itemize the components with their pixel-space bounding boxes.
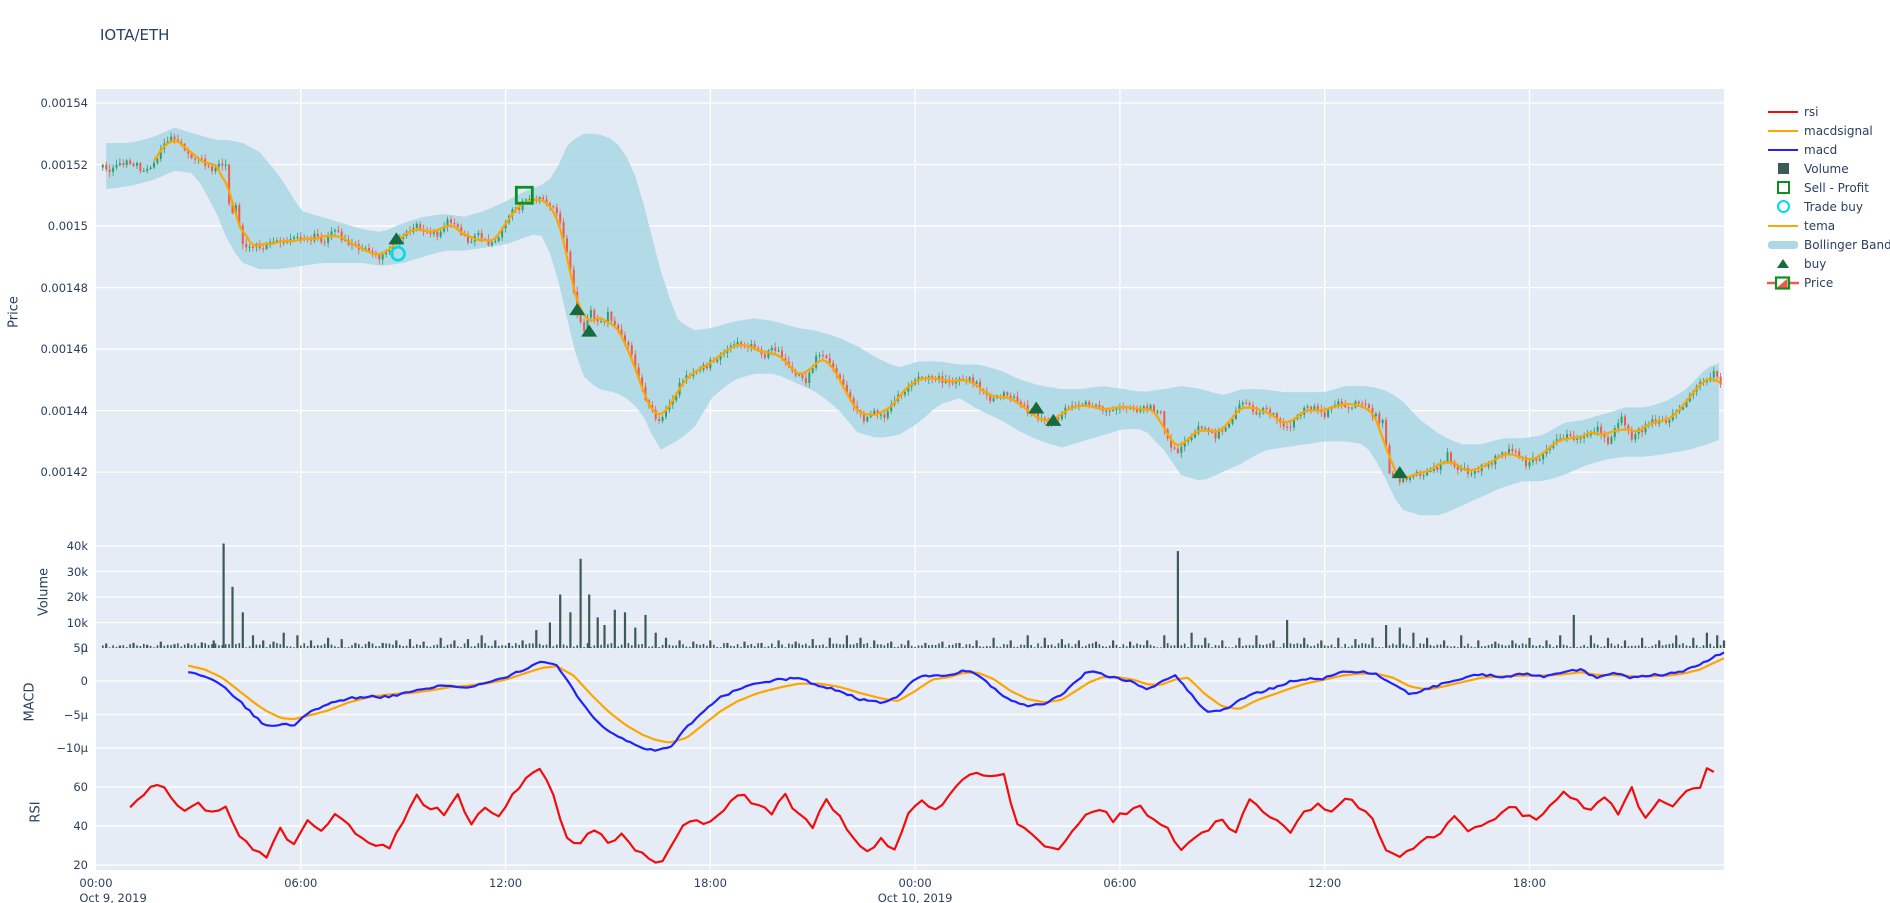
legend-item-label: tema <box>1804 218 1836 233</box>
legend-item-price[interactable]: Price <box>1766 273 1890 292</box>
line-legend-icon <box>1766 148 1800 151</box>
volume-tick-label: 40k <box>66 539 88 553</box>
tema-line <box>153 139 1722 479</box>
legend-item-trade-buy[interactable]: Trade buy <box>1766 197 1890 216</box>
macd-line <box>188 651 1725 752</box>
line-legend-icon <box>1766 224 1800 227</box>
x-tick-label: 18:00 <box>1512 876 1547 890</box>
price-tick-label: 0.00152 <box>40 157 88 172</box>
band-legend-icon <box>1766 240 1800 249</box>
volume-tick-label: 20k <box>66 590 88 604</box>
legend-item-label: buy <box>1804 256 1827 271</box>
triangle-legend-icon <box>1766 259 1800 268</box>
legend-item-rsi[interactable]: rsi <box>1766 102 1890 121</box>
x-tick-label: 00:00 <box>898 876 932 890</box>
page-title: IOTA/ETH <box>100 26 170 44</box>
legend-item-sell-profit[interactable]: Sell - Profit <box>1766 178 1890 197</box>
legend-item-label: macd <box>1804 142 1838 157</box>
legend-item-label: Volume <box>1804 161 1849 176</box>
rsi-tick-label: 60 <box>73 780 88 794</box>
legend-item-label: rsi <box>1804 104 1819 119</box>
x-tick-label: 06:00 <box>1103 876 1137 890</box>
legend: rsi macdsignal macd Volume Sell - Profit Trad… <box>1766 102 1890 292</box>
x-tick-label: 12:00 <box>488 876 523 890</box>
legend-item-label: macdsignal <box>1804 123 1873 138</box>
x-tick-label: 06:00 <box>284 876 318 890</box>
legend-item-tema[interactable]: tema <box>1766 216 1890 235</box>
price-tick-label: 0.00144 <box>40 403 88 418</box>
legend-item-label: Sell - Profit <box>1804 180 1869 195</box>
price-tick-label: 0.00154 <box>40 96 88 110</box>
x-tick-label: 12:00 <box>1308 876 1342 890</box>
volume-tick-label: 30k <box>66 564 88 579</box>
legend-item-volume[interactable]: Volume <box>1766 159 1890 178</box>
legend-item-label: Bollinger Band <box>1804 237 1890 252</box>
square-open-legend-icon <box>1766 181 1800 194</box>
macd-tick-label: 5μ <box>73 640 88 655</box>
legend-item-label: Trade buy <box>1804 199 1863 214</box>
x-tick-label: 00:00 <box>79 876 113 890</box>
legend-item-macdsignal[interactable]: macdsignal <box>1766 121 1890 140</box>
line-legend-icon <box>1766 110 1800 113</box>
volume-tick-label: 10k <box>66 615 88 630</box>
legend-item-buy[interactable]: buy <box>1766 254 1890 273</box>
buy-markers <box>388 232 1408 479</box>
line-legend-icon <box>1766 129 1800 132</box>
rsi-line <box>129 767 1715 864</box>
price-tick-label: 0.00142 <box>40 465 88 480</box>
x-date-label: Oct 10, 2019 <box>877 891 953 903</box>
macd-tick-label: −5μ <box>63 707 88 722</box>
circle-open-legend-icon <box>1766 200 1800 213</box>
candle-legend-icon <box>1766 275 1800 291</box>
rsi-tick-label: 40 <box>73 819 88 834</box>
legend-item-macd[interactable]: macd <box>1766 140 1890 159</box>
volume-bars <box>102 543 1726 649</box>
macd-tick-label: −10μ <box>56 741 88 755</box>
sell-profit-marker <box>514 185 534 205</box>
macdsignal-line <box>187 657 1725 744</box>
price-tick-label: 0.0015 <box>47 219 88 234</box>
legend-item-bollinger-band[interactable]: Bollinger Band <box>1766 235 1890 254</box>
square-legend-icon <box>1766 163 1800 174</box>
x-tick-label: 18:00 <box>693 876 727 890</box>
x-date-label: Oct 9, 2019 <box>79 891 147 903</box>
price-tick-label: 0.00146 <box>40 342 88 357</box>
rsi-tick-label: 20 <box>73 858 88 873</box>
macd-tick-label: 0 <box>80 674 88 688</box>
price-tick-label: 0.00148 <box>40 280 88 295</box>
trade-buy-marker <box>390 245 406 262</box>
volume-tick-label: 0 <box>80 641 88 655</box>
legend-item-label: Price <box>1804 275 1834 290</box>
